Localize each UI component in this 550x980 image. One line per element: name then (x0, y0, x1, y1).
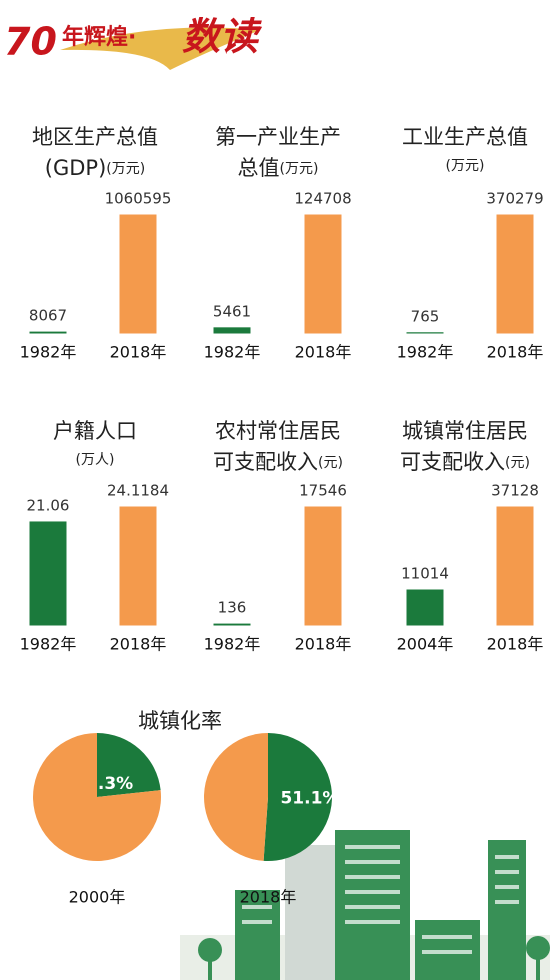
chart-title-line: 总值 (238, 156, 280, 180)
bar (213, 327, 251, 334)
chart-title-line: 户籍人口 (53, 419, 137, 443)
chart-title: 地区生产总值 (32, 125, 158, 149)
chart-title: 农村常住居民 (215, 419, 341, 443)
chart-title: 可支配收入(元) (400, 450, 530, 474)
pie-slice (97, 733, 161, 797)
x-tick-label: 1982年 (20, 635, 77, 654)
value-label: 17546 (299, 482, 347, 500)
chart-title: 城镇化率 (138, 709, 222, 733)
bar (496, 214, 534, 334)
bar (119, 506, 157, 626)
header-logo: 70 年辉煌· 数读 (4, 14, 263, 70)
chart-title-line: 可支配收入 (213, 450, 318, 474)
x-tick-label: 2018年 (295, 635, 352, 654)
unit-label: (万人) (76, 452, 115, 468)
bar (406, 589, 444, 626)
x-tick-label: 2018年 (110, 343, 167, 362)
value-label: 1060595 (105, 190, 172, 208)
chart-title-line: (GDP) (45, 156, 107, 180)
value-label: 24.1184 (107, 482, 169, 500)
header-title: 年辉煌· (62, 24, 136, 50)
value-label: 370279 (486, 190, 543, 208)
bar (119, 214, 157, 334)
value-label: 136 (218, 599, 247, 617)
pie-slice (263, 733, 332, 861)
header-number: 70 (4, 20, 57, 64)
bar (304, 506, 342, 626)
bar (304, 214, 342, 334)
value-label: 11014 (401, 564, 449, 582)
unit-label: (元) (318, 455, 343, 471)
chart-title: 第一产业生产 (215, 125, 341, 149)
city-decoration (180, 830, 550, 980)
pie-slice (33, 733, 161, 861)
x-tick-label: 2018年 (487, 343, 544, 362)
chart-title-line: 第一产业生产 (215, 125, 341, 149)
bar (29, 331, 67, 334)
bar (29, 521, 67, 626)
chart-title: (GDP)(万元) (45, 156, 145, 180)
x-tick-label: 2018年 (110, 635, 167, 654)
x-tick-label: 2018年 (295, 343, 352, 362)
gold-swoosh (60, 27, 260, 70)
data-label: 51.1% (280, 788, 339, 808)
chart-title: 户籍人口 (53, 419, 137, 443)
bar (213, 623, 251, 626)
bar (496, 506, 534, 626)
pie-label: 2000年 (69, 888, 126, 907)
chart-title: 可支配收入(元) (213, 450, 343, 474)
value-label: 8067 (29, 307, 67, 325)
value-label: 765 (411, 307, 440, 325)
chart-title-line: 可支配收入 (400, 450, 505, 474)
x-tick-label: 1982年 (397, 343, 454, 362)
unit-label: (万元) (106, 161, 145, 177)
pie-slice (203, 733, 268, 861)
unit-label: (万元) (280, 161, 319, 177)
x-tick-label: 1982年 (20, 343, 77, 362)
x-tick-label: 2004年 (397, 635, 454, 654)
unit-label: (元) (505, 455, 530, 471)
value-label: 124708 (294, 190, 351, 208)
x-tick-label: 1982年 (204, 343, 261, 362)
chart-title: 工业生产总值 (402, 125, 528, 149)
header-emphasis: 数读 (182, 14, 263, 59)
value-label: 5461 (213, 302, 251, 320)
chart-title-line: 城镇常住居民 (402, 419, 528, 443)
chart-title-line: 地区生产总值 (32, 125, 158, 149)
chart-title-line: 工业生产总值 (402, 125, 528, 149)
value-label: 37128 (491, 482, 539, 500)
pie-label: 2018年 (240, 888, 297, 907)
unit-label: (万元) (446, 158, 485, 174)
x-tick-label: 1982年 (204, 635, 261, 654)
value-label: 21.06 (27, 496, 70, 514)
x-tick-label: 2018年 (487, 635, 544, 654)
chart-title: 总值(万元) (238, 156, 319, 180)
chart-title-line: 农村常住居民 (215, 419, 341, 443)
chart-title: 城镇常住居民 (402, 419, 528, 443)
